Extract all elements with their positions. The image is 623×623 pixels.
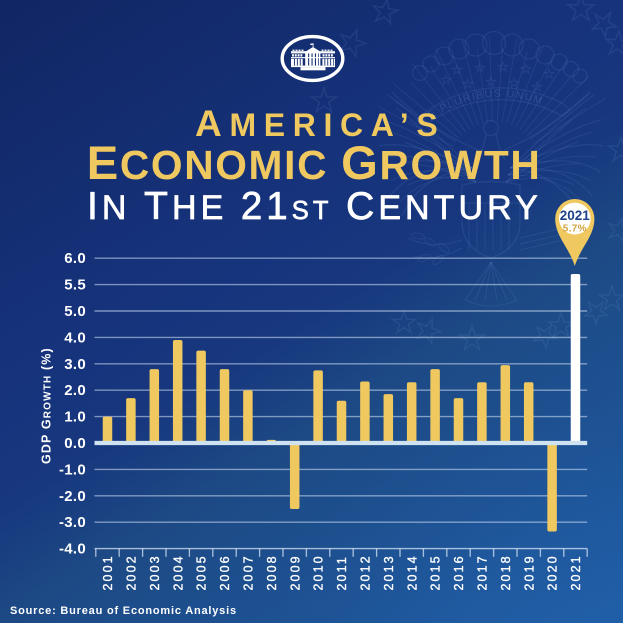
svg-text:2001: 2001	[101, 554, 115, 590]
svg-text:4.0: 4.0	[64, 329, 86, 346]
svg-text:2019: 2019	[522, 554, 536, 590]
svg-text:-4.0: -4.0	[59, 541, 86, 558]
svg-text:-3.0: -3.0	[59, 514, 86, 531]
svg-text:Source: Bureau of Economic Ana: Source: Bureau of Economic Analysis	[10, 605, 237, 617]
svg-text:2005: 2005	[195, 554, 209, 590]
svg-text:2018: 2018	[499, 554, 513, 590]
svg-text:2003: 2003	[148, 554, 162, 590]
svg-text:-1.0: -1.0	[59, 461, 86, 478]
svg-text:5.5: 5.5	[64, 277, 86, 294]
svg-text:2011: 2011	[335, 555, 349, 590]
svg-text:5.7%: 5.7%	[563, 224, 587, 235]
svg-text:2006: 2006	[218, 554, 232, 590]
svg-text:3.0: 3.0	[64, 356, 86, 373]
svg-text:5.0: 5.0	[64, 303, 86, 320]
svg-text:0.0: 0.0	[64, 435, 86, 452]
svg-text:-2.0: -2.0	[59, 488, 86, 505]
svg-text:1.0: 1.0	[64, 409, 86, 426]
svg-text:2.0: 2.0	[64, 382, 86, 399]
svg-text:2004: 2004	[171, 554, 185, 590]
svg-text:2008: 2008	[265, 554, 279, 590]
svg-text:2021: 2021	[560, 208, 591, 223]
svg-text:2016: 2016	[452, 554, 466, 590]
svg-text:2002: 2002	[125, 554, 139, 590]
svg-text:2020: 2020	[546, 554, 560, 590]
svg-text:2009: 2009	[288, 554, 302, 590]
svg-text:2010: 2010	[312, 554, 326, 590]
svg-text:GDP GROWTH (%): GDP GROWTH (%)	[40, 347, 54, 464]
svg-text:2017: 2017	[476, 554, 490, 590]
svg-text:2021: 2021	[569, 554, 583, 590]
svg-text:6.0: 6.0	[64, 250, 86, 267]
svg-text:2013: 2013	[382, 554, 396, 590]
svg-text:2007: 2007	[242, 554, 256, 590]
svg-text:2015: 2015	[429, 554, 443, 590]
svg-text:2012: 2012	[359, 554, 373, 590]
svg-text:2014: 2014	[405, 554, 419, 590]
